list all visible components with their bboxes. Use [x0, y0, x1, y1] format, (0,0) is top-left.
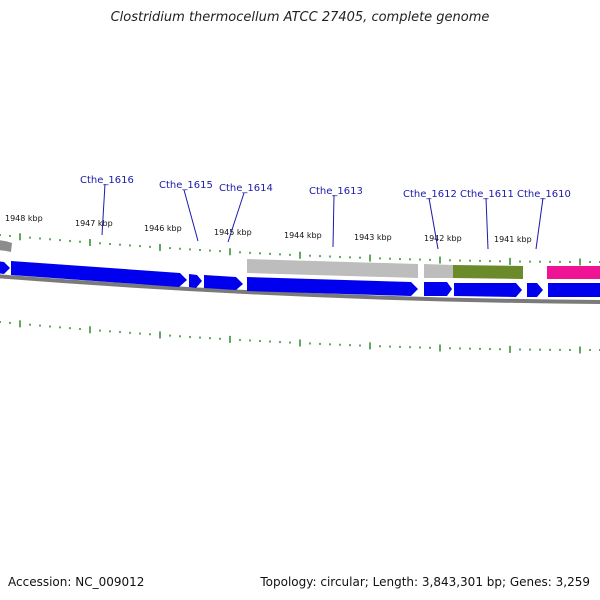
kbp-label-1945: 1945 kbp [214, 228, 252, 237]
feature-olive-1611 [453, 265, 523, 279]
kbp-label-1944: 1944 kbp [284, 231, 322, 240]
leader-1615 [183, 189, 199, 242]
feature-grey-left [0, 240, 12, 252]
gene-leader-lines [101, 183, 544, 250]
gene-label-1615[interactable]: Cthe_1615 [159, 180, 213, 191]
cds-arrow-1615 [189, 274, 202, 288]
kbp-label-1942: 1942 kbp [424, 234, 462, 243]
gene-label-1613[interactable]: Cthe_1613 [309, 186, 363, 197]
cds-arrow-1613 [247, 277, 418, 296]
cds-arrow-1616 [11, 261, 187, 287]
gene-label-1611[interactable]: Cthe_1611 [460, 189, 514, 200]
leader-1614 [227, 192, 245, 243]
feature-magenta-1610 [547, 266, 600, 279]
cds-arrow-1611 [454, 283, 522, 297]
feature-grey-1612 [424, 264, 453, 278]
kbp-label-1947: 1947 kbp [75, 219, 113, 228]
gene-label-1610[interactable]: Cthe_1610 [517, 189, 571, 200]
gene-label-1614[interactable]: Cthe_1614 [219, 183, 273, 194]
footer-topology: Topology: circular; Length: 3,843,301 bp… [260, 575, 590, 589]
leader-1616 [101, 183, 106, 236]
page-title: Clostridium thermocellum ATCC 27405, com… [110, 10, 490, 25]
kbp-label-1943: 1943 kbp [354, 233, 392, 242]
gene-label-1612[interactable]: Cthe_1612 [403, 189, 457, 200]
kbp-label-1948: 1948 kbp [5, 214, 43, 223]
leader-1612 [428, 197, 439, 250]
backbone-line [0, 274, 600, 304]
leader-1613 [332, 194, 335, 248]
feature-grey-1613 [247, 259, 418, 278]
leader-1611 [485, 197, 489, 250]
cds-arrow-left [0, 261, 10, 274]
cds-arrow-1614 [204, 275, 243, 290]
leader-1610 [535, 197, 544, 250]
cds-arrow-1610b [548, 283, 600, 297]
cds-arrow-1612 [424, 282, 452, 296]
footer-accession: Accession: NC_009012 [8, 575, 145, 589]
tick-marks [0, 233, 600, 354]
kbp-label-1946: 1946 kbp [144, 224, 182, 233]
kbp-label-1941: 1941 kbp [494, 235, 532, 244]
gene-label-1616[interactable]: Cthe_1616 [80, 175, 134, 186]
cds-arrow-1610a [527, 283, 543, 297]
